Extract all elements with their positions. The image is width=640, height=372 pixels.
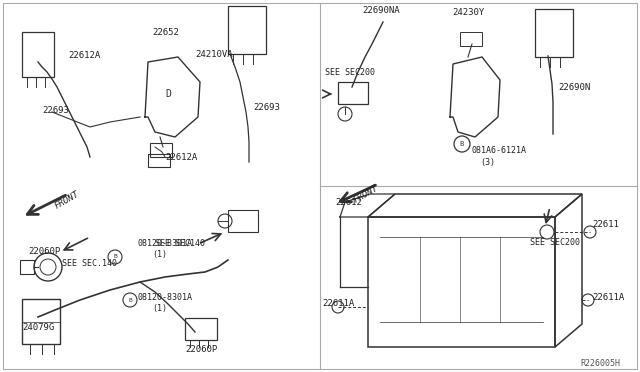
Text: 22612A: 22612A xyxy=(165,153,197,161)
Text: SEE SEC.140: SEE SEC.140 xyxy=(62,260,117,269)
Bar xyxy=(185,318,217,340)
Bar xyxy=(228,210,258,232)
Text: 24079G: 24079G xyxy=(22,323,54,331)
Bar xyxy=(535,9,573,57)
Bar xyxy=(148,154,170,167)
Bar xyxy=(22,299,60,344)
Text: B: B xyxy=(460,141,464,147)
Text: 22690N: 22690N xyxy=(558,83,590,92)
Text: 22693: 22693 xyxy=(42,106,69,115)
Text: 24210VA: 24210VA xyxy=(195,49,232,58)
Text: 08120-8301A: 08120-8301A xyxy=(138,292,193,301)
Bar xyxy=(20,260,34,274)
Text: 22612A: 22612A xyxy=(68,51,100,60)
Text: 22652: 22652 xyxy=(152,28,179,36)
Text: (1): (1) xyxy=(152,250,167,259)
Bar xyxy=(460,32,482,46)
Text: B: B xyxy=(113,254,117,260)
Text: SEE SEC140: SEE SEC140 xyxy=(155,240,205,248)
Text: SEE SEC200: SEE SEC200 xyxy=(325,67,375,77)
Text: 22060P: 22060P xyxy=(28,247,60,257)
Text: 24230Y: 24230Y xyxy=(452,7,484,16)
Text: D: D xyxy=(165,89,171,99)
Text: FRONT: FRONT xyxy=(53,189,81,211)
Text: (1): (1) xyxy=(152,304,167,312)
Bar xyxy=(150,143,172,157)
Text: 22611A: 22611A xyxy=(322,299,355,308)
Text: 22690NA: 22690NA xyxy=(362,6,399,15)
Text: (3): (3) xyxy=(480,157,495,167)
Text: 22611: 22611 xyxy=(592,219,619,228)
Bar xyxy=(22,32,54,77)
Text: FRONT: FRONT xyxy=(352,183,380,205)
Text: 22611A: 22611A xyxy=(592,292,624,301)
Text: 081A6-6121A: 081A6-6121A xyxy=(472,145,527,154)
Text: 22693: 22693 xyxy=(253,103,280,112)
Text: 22612: 22612 xyxy=(335,198,362,206)
Bar xyxy=(338,82,368,104)
Bar xyxy=(228,6,266,54)
Text: B: B xyxy=(128,298,132,302)
Text: 08120-8301A: 08120-8301A xyxy=(138,240,193,248)
Text: SEE SEC200: SEE SEC200 xyxy=(530,237,580,247)
Text: R226005H: R226005H xyxy=(580,359,620,369)
Text: 22060P: 22060P xyxy=(185,346,217,355)
